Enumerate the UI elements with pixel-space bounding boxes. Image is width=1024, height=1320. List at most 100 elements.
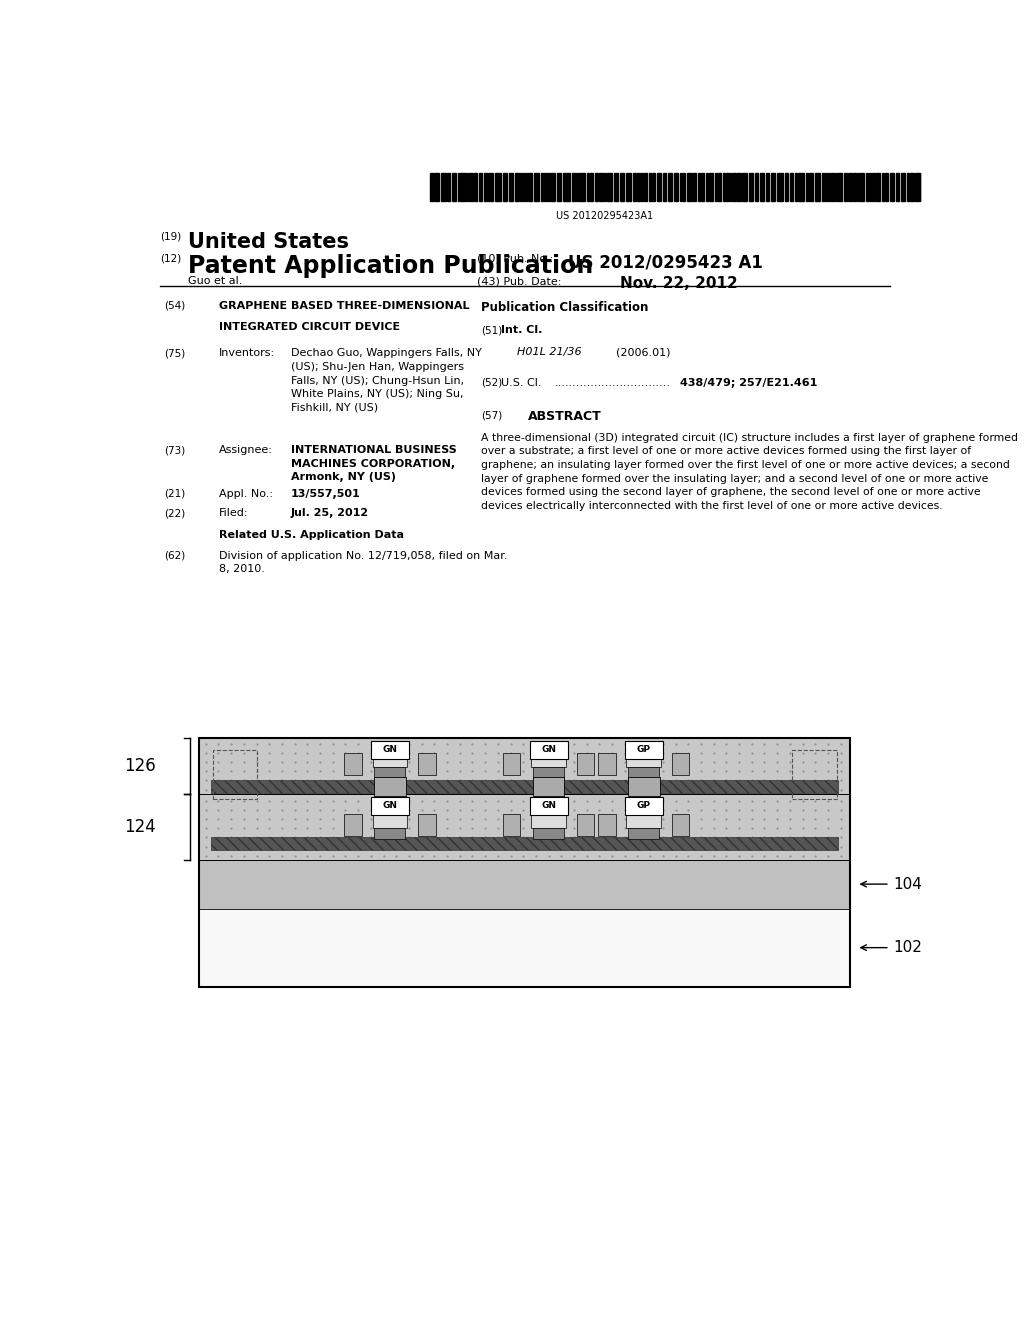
Bar (668, 173, 672, 201)
Bar (648, 173, 651, 201)
Text: (19): (19) (160, 231, 181, 242)
Bar (844, 173, 846, 201)
Bar (872, 173, 874, 201)
Bar (950, 173, 951, 201)
Bar (793, 750, 837, 799)
Bar (531, 752, 566, 767)
Text: (21): (21) (164, 488, 185, 499)
Bar (598, 814, 615, 837)
Bar (896, 173, 899, 201)
Text: INTEGRATED CIRCUIT DEVICE: INTEGRATED CIRCUIT DEVICE (219, 322, 400, 333)
Text: Patent Application Publication: Patent Application Publication (187, 253, 593, 279)
Bar (963, 173, 968, 201)
Bar (729, 173, 732, 201)
Text: Guo et al.: Guo et al. (187, 276, 242, 286)
Bar (503, 814, 520, 837)
Text: 104: 104 (893, 876, 922, 891)
Text: Int. Cl.: Int. Cl. (501, 325, 543, 335)
Bar (910, 173, 913, 201)
Bar (479, 173, 482, 201)
Bar (699, 173, 700, 201)
Bar (525, 173, 527, 201)
Bar (734, 173, 736, 201)
Bar (672, 814, 689, 837)
Text: GN: GN (541, 746, 556, 755)
Bar (572, 173, 574, 201)
Bar (613, 173, 618, 201)
Bar (200, 859, 850, 908)
Bar (951, 173, 956, 201)
Bar (915, 173, 920, 201)
Bar (828, 173, 830, 201)
Text: (12): (12) (160, 253, 181, 264)
Bar (742, 173, 746, 201)
Bar (716, 173, 717, 201)
Bar (693, 173, 696, 201)
Bar (627, 814, 662, 828)
Bar (462, 173, 465, 201)
Bar (771, 173, 775, 201)
Text: 124: 124 (124, 817, 156, 836)
Bar (200, 793, 850, 859)
Bar (497, 173, 501, 201)
Bar (211, 780, 839, 792)
Bar (575, 173, 578, 201)
Bar (579, 173, 580, 201)
Bar (644, 173, 647, 201)
Bar (760, 173, 764, 201)
Bar (890, 173, 894, 201)
Bar (418, 752, 435, 775)
Text: (43) Pub. Date:: (43) Pub. Date: (477, 276, 561, 286)
Bar (749, 173, 753, 201)
Bar (344, 752, 361, 775)
Bar (970, 173, 974, 201)
Bar (824, 173, 827, 201)
Bar (941, 173, 942, 201)
Bar (785, 173, 788, 201)
Bar (739, 173, 741, 201)
Text: Assignee:: Assignee: (219, 445, 273, 455)
Bar (680, 173, 681, 201)
Text: (62): (62) (164, 550, 185, 561)
Text: Publication Classification: Publication Classification (481, 301, 648, 314)
Bar (598, 752, 615, 775)
Text: GN: GN (541, 801, 556, 810)
Text: Appl. No.:: Appl. No.: (219, 488, 273, 499)
Bar (942, 173, 944, 201)
Text: (52): (52) (481, 378, 503, 388)
Bar (599, 173, 603, 201)
Bar (682, 173, 685, 201)
Bar (777, 173, 778, 201)
Text: United States: United States (187, 231, 348, 252)
Bar (375, 767, 406, 779)
Bar (535, 173, 539, 201)
Text: (2006.01): (2006.01) (616, 347, 671, 358)
Bar (434, 173, 438, 201)
Bar (374, 777, 406, 796)
Bar (509, 173, 513, 201)
Bar (373, 752, 408, 767)
Bar (627, 752, 662, 767)
Bar (375, 828, 406, 840)
Bar (885, 173, 889, 201)
Text: 438/479; 257/E21.461: 438/479; 257/E21.461 (680, 378, 817, 388)
Bar (344, 814, 361, 837)
Bar (838, 173, 842, 201)
Bar (557, 173, 561, 201)
Bar (200, 738, 850, 793)
Text: 13/557,501: 13/557,501 (291, 488, 360, 499)
Text: ABSTRACT: ABSTRACT (527, 411, 601, 424)
Bar (469, 173, 472, 201)
Bar (211, 837, 839, 850)
Bar (962, 173, 963, 201)
Bar (483, 173, 486, 201)
Bar (529, 797, 567, 814)
Text: (57): (57) (481, 411, 503, 421)
Bar (547, 173, 549, 201)
Bar (607, 173, 611, 201)
Bar (934, 173, 939, 201)
Bar (856, 173, 859, 201)
Bar (706, 173, 708, 201)
Bar (577, 814, 594, 837)
Bar (531, 814, 566, 828)
